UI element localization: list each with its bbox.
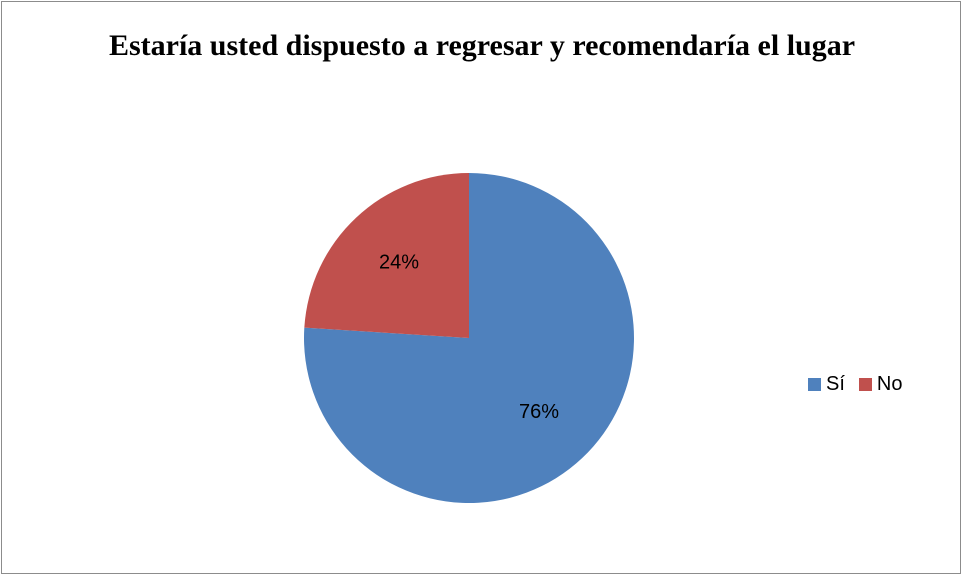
chart-title: Estaría usted dispuesto a regresar y rec…: [108, 29, 856, 62]
data-label-no: 24%: [379, 252, 419, 274]
legend-swatch-no: [858, 377, 872, 391]
data-label-si: 76%: [519, 401, 559, 423]
chart-legend: Sí No: [808, 372, 916, 396]
legend-item-si: Sí: [808, 373, 845, 396]
legend-label-no: No: [876, 372, 903, 395]
legend-item-no: No: [858, 372, 903, 396]
pie-slices: [303, 173, 634, 503]
pie-slice-no: [304, 173, 469, 338]
pie-labels: 76% 24%: [379, 252, 559, 423]
legend-label-si: Sí: [826, 372, 845, 395]
legend-swatch-si: [808, 377, 821, 391]
